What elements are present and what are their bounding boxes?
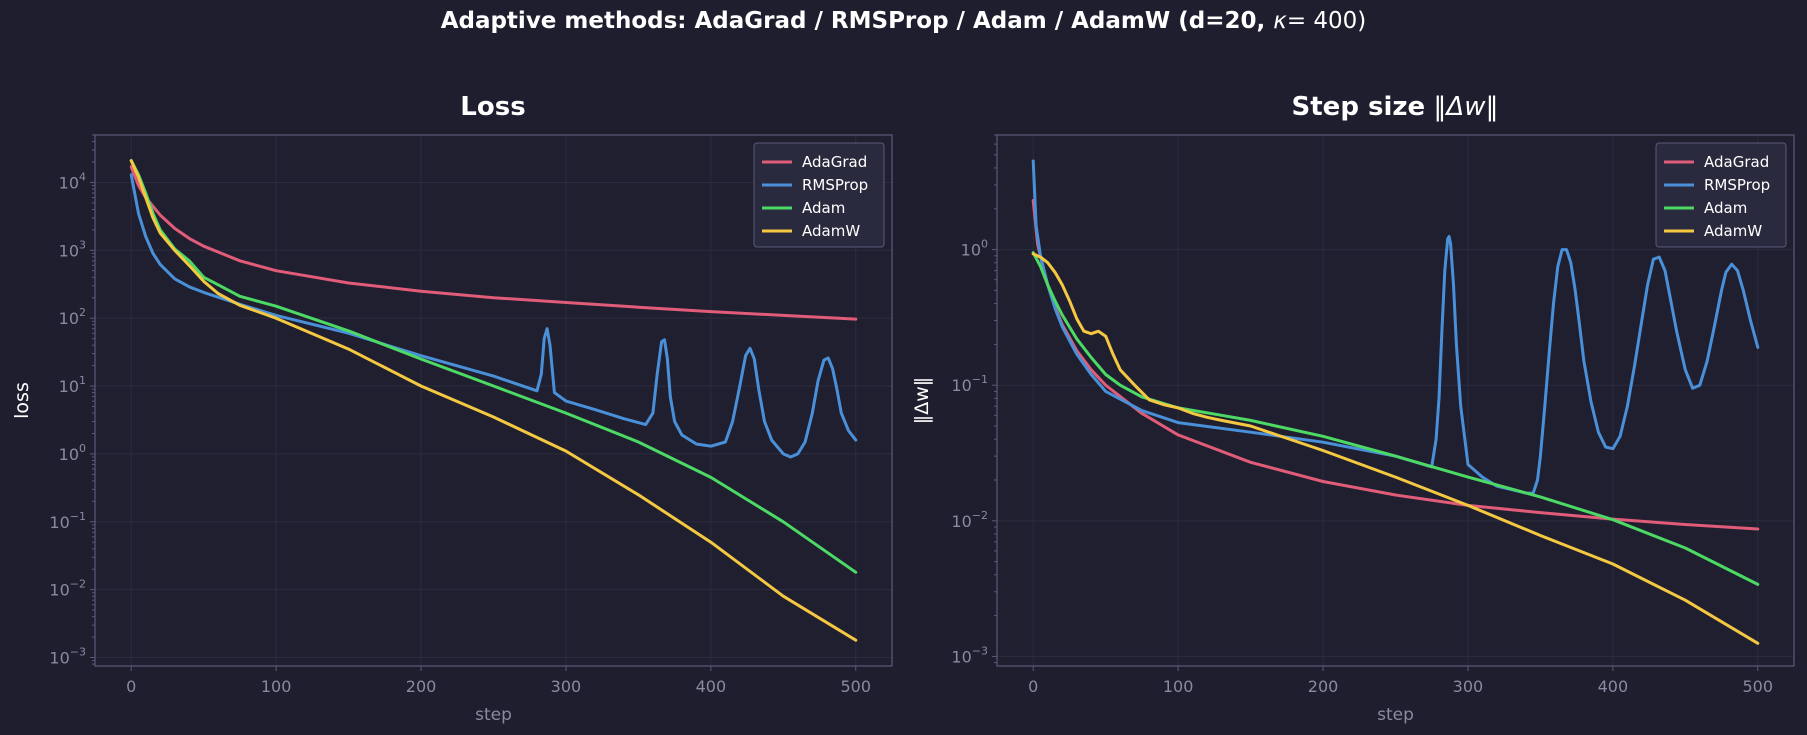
x-tick-label: 300 (551, 677, 582, 696)
x-tick-label: 400 (1598, 677, 1629, 696)
y-tick-label: 10−3 (951, 644, 988, 666)
x-tick-label: 200 (1308, 677, 1339, 696)
legend-label-adagrad: AdaGrad (1704, 153, 1769, 171)
legend-label-adam: Adam (1704, 199, 1747, 217)
x-tick-label: 100 (261, 677, 292, 696)
axes-frame (996, 134, 1795, 667)
legend-box (753, 142, 885, 248)
y-tick-label: 100 (961, 238, 988, 260)
subplot-title: Loss (460, 92, 525, 122)
x-tick-label: 200 (406, 677, 437, 696)
y-tick-label: 10−1 (951, 373, 988, 395)
subplot-title: Step size ‖Δw‖ (1292, 92, 1499, 122)
x-tick-label: 500 (840, 677, 871, 696)
y-axis-label: loss (11, 382, 33, 419)
x-axis-label: step (1377, 705, 1414, 725)
y-tick-label: 10−3 (49, 646, 86, 668)
subplot-loss: 0 100 200 300 400 500 10−3 10−2 10−1 100 101 102 103… (11, 92, 893, 725)
y-tick-label: 10−2 (49, 578, 86, 600)
x-tick-label: 0 (126, 677, 136, 696)
y-tick-label: 10−2 (951, 509, 988, 531)
legend-label-adamw: AdamW (1704, 222, 1762, 240)
y-tick-label: 103 (59, 238, 86, 260)
series-group (129, 159, 858, 642)
x-tick-label: 500 (1742, 677, 1773, 696)
subplot-step-size: 0 100 200 300 400 500 10−3 10−2 10−1 100 Step size… (911, 92, 1795, 725)
y-tick-label: 100 (59, 442, 86, 464)
series-group (1031, 159, 1760, 645)
legend-label-rmsprop: RMSProp (1704, 176, 1770, 194)
x-tick-label: 100 (1163, 677, 1194, 696)
figure-title: Adaptive methods: AdaGrad / RMSProp / Ad… (440, 8, 1367, 34)
series-line-adamw (1031, 252, 1760, 645)
legend-label-adamw: AdamW (802, 222, 860, 240)
series-line-adagrad (129, 165, 858, 321)
legend: AdaGrad RMSProp Adam AdamW (753, 142, 885, 248)
y-axis-label: ‖Δw‖ (911, 377, 933, 425)
x-axis-label: step (475, 705, 512, 725)
x-tick-label: 300 (1453, 677, 1484, 696)
series-line-adam (129, 159, 858, 574)
series-line-rmsprop (129, 173, 858, 459)
y-tick-label: 104 (59, 170, 86, 192)
y-tick-label: 101 (59, 374, 86, 396)
y-tick-label: 102 (59, 306, 86, 328)
legend-label-rmsprop: RMSProp (802, 176, 868, 194)
x-tick-label: 0 (1028, 677, 1038, 696)
legend-label-adam: Adam (802, 199, 845, 217)
legend-label-adagrad: AdaGrad (802, 153, 867, 171)
axes-frame (94, 134, 893, 667)
legend: AdaGrad RMSProp Adam AdamW (1655, 142, 1787, 248)
y-tick-label: 10−1 (49, 510, 86, 532)
series-line-adamw (129, 159, 858, 642)
x-tick-label: 400 (696, 677, 727, 696)
legend-box (1655, 142, 1787, 248)
